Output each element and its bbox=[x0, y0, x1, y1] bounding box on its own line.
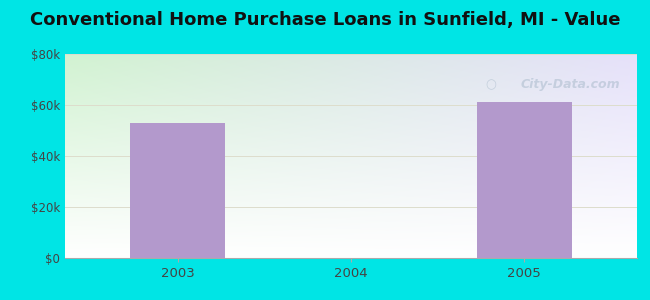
Text: City-Data.com: City-Data.com bbox=[520, 79, 620, 92]
Bar bbox=[476, 102, 572, 258]
Text: ○: ○ bbox=[486, 79, 497, 92]
Text: Conventional Home Purchase Loans in Sunfield, MI - Value: Conventional Home Purchase Loans in Sunf… bbox=[30, 11, 620, 28]
Bar bbox=[130, 123, 226, 258]
